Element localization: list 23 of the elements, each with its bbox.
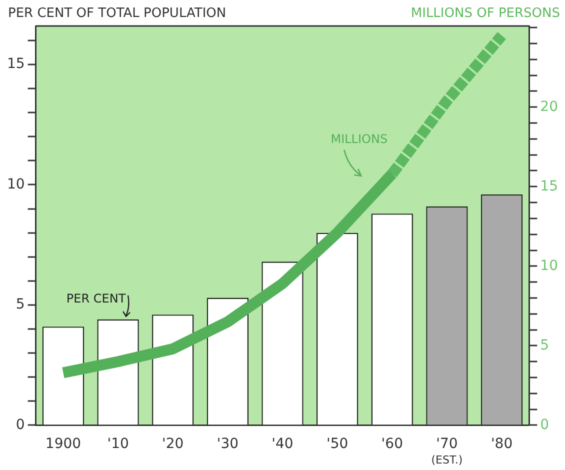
- x-tick-label: '40: [272, 436, 294, 452]
- y2-axis-title: MILLIONS OF PERSONS: [410, 6, 560, 21]
- text: MILLIONS: [330, 132, 388, 146]
- x-tick-label: '10: [107, 436, 129, 452]
- y-tick-label: 0: [16, 416, 25, 433]
- x-tick-label: '30: [216, 436, 239, 452]
- x-tick-label: 1900: [45, 436, 82, 452]
- y2-tick-label: 10: [540, 258, 558, 274]
- y-tick-label: 5: [16, 296, 25, 313]
- y2-tick-label: 0: [540, 416, 550, 433]
- x-tick-label: '70: [436, 436, 458, 452]
- y-axis-title: PER CENT OF TOTAL POPULATION: [8, 6, 226, 21]
- x-tick-label: '80: [490, 436, 513, 452]
- y-tick-label: 15: [6, 56, 25, 72]
- y-tick-label: 10: [6, 176, 25, 192]
- x-tick-label: '50: [326, 436, 348, 452]
- series-label: PER CENT: [66, 292, 126, 306]
- x-tick-label: '60: [381, 436, 403, 452]
- y2-tick-label: 5: [540, 337, 550, 354]
- text: (EST.): [431, 454, 463, 467]
- y2-tick-label: 15: [540, 178, 558, 194]
- x-tick-label: '20: [162, 436, 184, 452]
- y2-tick-label: 20: [540, 98, 558, 115]
